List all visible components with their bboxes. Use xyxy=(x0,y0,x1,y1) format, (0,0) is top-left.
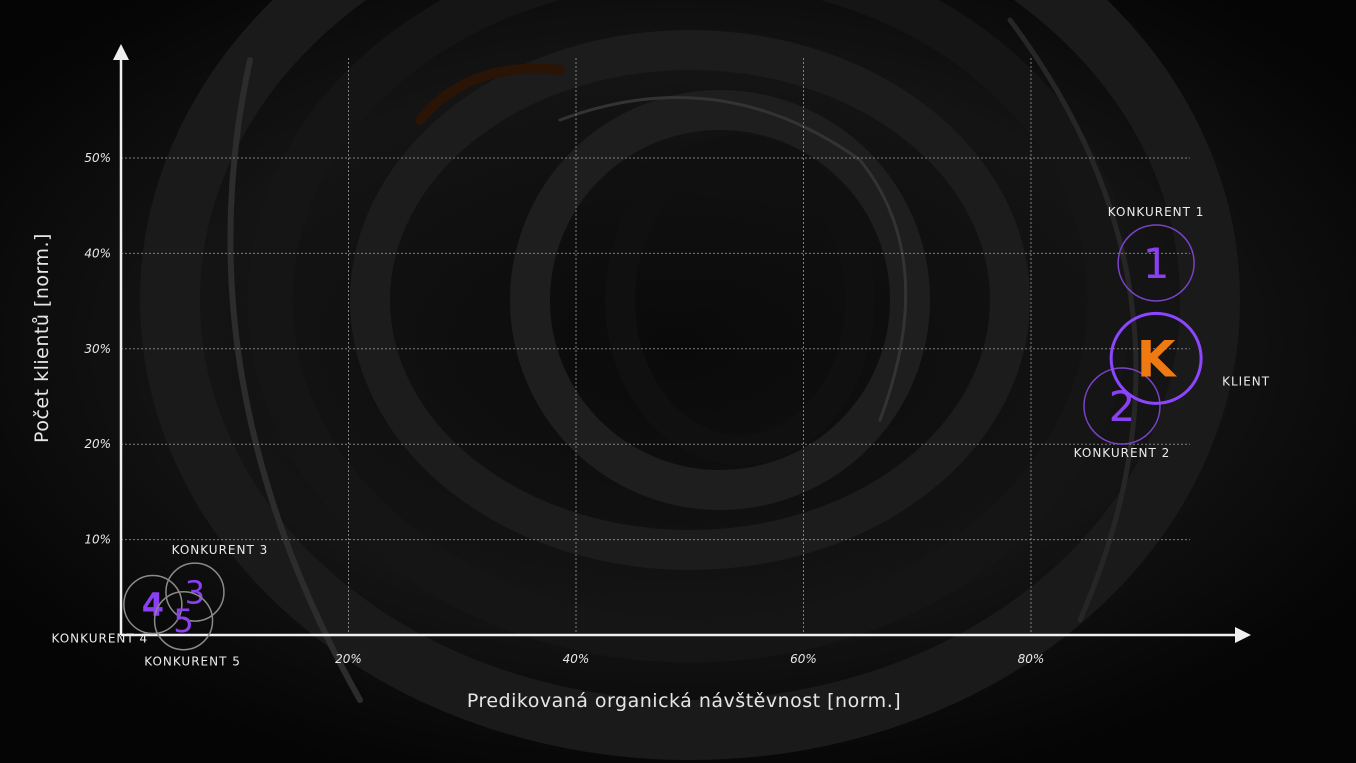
point-label: KONKURENT 5 xyxy=(144,655,241,669)
point-ring xyxy=(1083,367,1161,445)
y-tick-label: 20% xyxy=(84,437,111,451)
point-klient: K KLIENT xyxy=(1109,311,1270,405)
point-label: KLIENT xyxy=(1222,374,1270,388)
point-ring xyxy=(1109,311,1203,405)
point-label: KONKURENT 3 xyxy=(172,543,269,557)
point-ring xyxy=(153,590,214,651)
point-k4: 4 KONKURENT 4 xyxy=(52,574,183,645)
y-tick-label: 50% xyxy=(84,151,111,165)
y-tick-label: 30% xyxy=(84,342,111,356)
point-k2: 2 KONKURENT 2 xyxy=(1074,367,1171,460)
x-tick-label: 20% xyxy=(335,652,362,666)
y-axis-arrow-icon xyxy=(113,44,129,60)
x-tick-label: 60% xyxy=(790,652,817,666)
x-axis-title: Predikovaná organická návštěvnost [norm.… xyxy=(467,690,901,712)
y-tick-label: 40% xyxy=(84,246,111,260)
point-k5: 5 KONKURENT 5 xyxy=(144,590,241,669)
grid xyxy=(121,58,1190,635)
point-label: KONKURENT 4 xyxy=(52,631,149,645)
point-marker: K xyxy=(1137,330,1178,388)
data-points: 1 KONKURENT 1 2 KONKURENT 2 3 KONKURENT 3 4 KON… xyxy=(52,205,1270,669)
point-marker: 2 xyxy=(1109,382,1136,431)
point-ring xyxy=(123,574,183,635)
point-label: KONKURENT 1 xyxy=(1108,205,1205,219)
x-axis-arrow-icon xyxy=(1235,627,1251,643)
point-marker: 3 xyxy=(185,574,205,612)
x-tick-label: 40% xyxy=(563,652,590,666)
x-tick-label: 80% xyxy=(1018,652,1045,666)
axes xyxy=(113,44,1251,643)
ticks: 20% 40% 60% 80% 10% 20% 30% 40% 50% xyxy=(84,151,1044,666)
point-k1: 1 KONKURENT 1 xyxy=(1108,205,1205,302)
point-k3: 3 KONKURENT 3 xyxy=(165,543,269,622)
y-axis-title: Počet klientů [norm.] xyxy=(31,233,53,443)
point-ring xyxy=(165,562,225,622)
point-marker: 4 xyxy=(142,586,164,624)
point-marker: 1 xyxy=(1143,239,1170,288)
y-tick-label: 10% xyxy=(84,533,111,547)
point-ring xyxy=(1117,224,1195,302)
point-marker: 5 xyxy=(173,602,193,640)
point-label: KONKURENT 2 xyxy=(1074,446,1171,460)
